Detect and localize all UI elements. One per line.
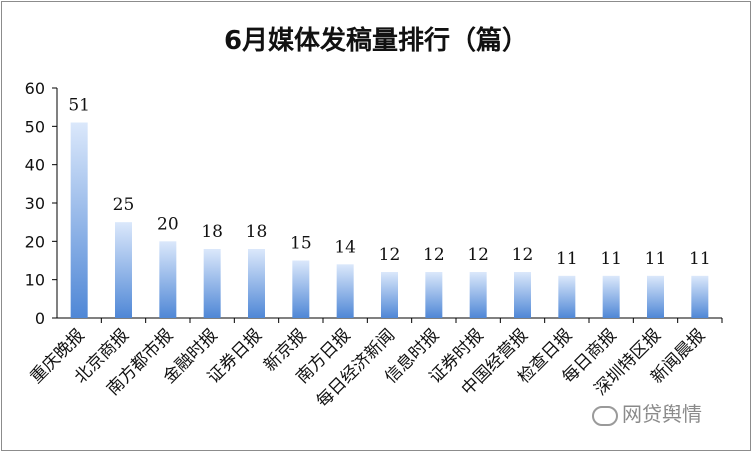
- wechat-icon: [592, 405, 618, 426]
- bar-5: [248, 249, 265, 318]
- watermark: 网贷舆情: [592, 398, 702, 427]
- watermark-text: 网贷舆情: [622, 402, 702, 426]
- bar-14: [647, 275, 664, 318]
- bar-8: [381, 272, 398, 318]
- data-label: 12: [379, 245, 401, 265]
- y-tick-label: 50: [25, 117, 45, 136]
- bar-1: [70, 122, 88, 318]
- y-tick-label: 0: [35, 309, 45, 328]
- y-tick-label: 20: [25, 232, 45, 251]
- bar-15: [691, 275, 709, 318]
- bar-6: [292, 260, 310, 318]
- chart-title: 6月媒体发稿量排行（篇）: [223, 26, 529, 56]
- data-label: 20: [157, 214, 179, 234]
- bar-4: [203, 249, 221, 318]
- data-label: 12: [512, 245, 534, 265]
- data-label: 15: [290, 234, 312, 254]
- bar-12: [558, 275, 576, 318]
- data-label: 25: [113, 195, 135, 215]
- bar-10: [469, 272, 487, 318]
- y-tick-label: 60: [25, 79, 45, 98]
- data-label: 14: [334, 237, 356, 257]
- data-label: 12: [467, 245, 489, 265]
- data-label: 18: [246, 222, 268, 242]
- bar-7: [336, 264, 354, 318]
- y-tick-label: 10: [25, 271, 45, 290]
- y-tick-label: 40: [25, 156, 45, 175]
- data-label: 12: [423, 245, 445, 265]
- bar-11: [514, 272, 531, 318]
- data-label: 11: [600, 249, 622, 269]
- bar-3: [159, 241, 177, 318]
- data-label: 11: [645, 249, 667, 269]
- data-label: 51: [68, 96, 90, 116]
- data-label: 18: [201, 222, 223, 242]
- y-tick-label: 30: [25, 194, 45, 213]
- bar-13: [602, 275, 620, 318]
- data-label: 11: [689, 249, 711, 269]
- bar-9: [425, 272, 443, 318]
- bar-2: [115, 222, 132, 318]
- data-label: 11: [556, 249, 578, 269]
